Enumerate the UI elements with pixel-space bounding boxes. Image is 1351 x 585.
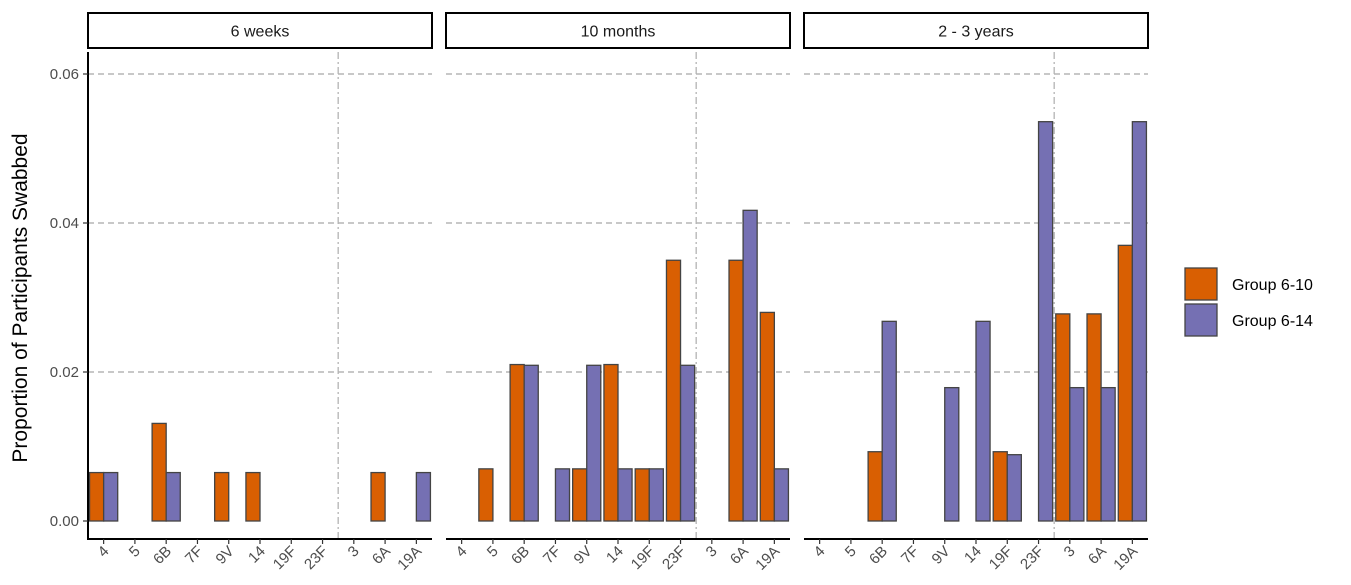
bar-group-6-14-9v bbox=[944, 386, 960, 522]
x-tick-label-19f: 19F bbox=[986, 543, 1016, 573]
bar-group-6-14-19f bbox=[1006, 454, 1022, 522]
bar-group-6-10-19f bbox=[634, 468, 650, 522]
x-tick-label-23f: 23F bbox=[1017, 543, 1047, 573]
bar-group-6-10-4 bbox=[88, 471, 105, 522]
x-tick-label-4: 4 bbox=[453, 543, 471, 561]
panel-title: 2 - 3 years bbox=[938, 24, 1014, 41]
bar-group-6-14-19f bbox=[648, 468, 664, 522]
x-tick-label-19f: 19F bbox=[270, 543, 300, 573]
bar-group-6-14-14 bbox=[975, 320, 991, 522]
bar-group-6-14-6b bbox=[165, 471, 181, 522]
y-tick-label: 0.00 bbox=[50, 513, 79, 530]
panel-10-months: 10 months 4 5 6B 7F 9V 14 19F 23F 3 6A 19A bbox=[445, 12, 791, 574]
panel-strip bbox=[87, 12, 433, 49]
panel-6-weeks: 6 weeks 4 5 6B 7F 9V 14 19F 23F 3 6A 19A bbox=[87, 12, 433, 574]
x-tick-label-23f: 23F bbox=[659, 543, 689, 573]
panel-title: 10 months bbox=[581, 24, 656, 41]
bar-group-6-14-4 bbox=[102, 471, 119, 522]
x-tick-label-5: 5 bbox=[484, 543, 502, 561]
x-tick-label-6b: 6B bbox=[866, 543, 891, 568]
bar-group-6-10-3 bbox=[1055, 313, 1071, 522]
x-tick-label-3: 3 bbox=[1061, 543, 1079, 561]
bar-group-6-14-9v bbox=[586, 364, 602, 522]
x-tick-label-4: 4 bbox=[811, 543, 829, 561]
bar-group-6-14-6b bbox=[881, 320, 897, 522]
bar-group-6-10-6b bbox=[151, 422, 167, 522]
panel-2-3-years: 2 - 3 years 4 5 6B 7F 9V 14 19F 23F 3 6A 19A bbox=[803, 12, 1149, 574]
bar-group-6-10-14 bbox=[603, 363, 619, 522]
bar-group-6-10-9v bbox=[572, 468, 588, 522]
bar-group-6-10-6b bbox=[509, 363, 525, 522]
bar-group-6-10-19a bbox=[1117, 244, 1134, 522]
x-tick-label-19f: 19F bbox=[628, 543, 658, 573]
bar-group-6-10-19f bbox=[992, 451, 1008, 522]
bar-group-6-14-7f bbox=[554, 468, 571, 522]
legend-key-group-6-10 bbox=[1184, 267, 1218, 301]
panel-strip bbox=[803, 12, 1149, 49]
bar-group-6-10-6a bbox=[370, 471, 386, 522]
bar-group-6-14-6a bbox=[1100, 386, 1116, 522]
x-tick-label-23f: 23F bbox=[301, 543, 331, 573]
x-tick-label-7f: 7F bbox=[898, 543, 922, 567]
bar-group-6-14-6b bbox=[523, 364, 539, 522]
x-tick-label-7f: 7F bbox=[540, 543, 564, 567]
x-tick-label-6a: 6A bbox=[369, 543, 394, 568]
bar-group-6-10-6a bbox=[728, 259, 744, 522]
y-tick-label: 0.04 bbox=[50, 215, 79, 232]
x-tick-label-9v: 9V bbox=[571, 543, 596, 568]
x-tick-label-6a: 6A bbox=[727, 543, 752, 568]
legend-label-group-6-10: Group 6-10 bbox=[1232, 277, 1313, 294]
x-tick-label-14: 14 bbox=[245, 543, 269, 567]
x-tick-label-5: 5 bbox=[126, 543, 144, 561]
legend-key-group-6-14 bbox=[1184, 303, 1218, 337]
bar-group-6-14-23f bbox=[679, 364, 696, 522]
legend-label-group-6-14: Group 6-14 bbox=[1232, 313, 1313, 330]
bar-group-6-14-19a bbox=[773, 468, 790, 522]
panel-strip bbox=[445, 12, 791, 49]
x-tick-label-3: 3 bbox=[703, 543, 721, 561]
x-tick-label-9v: 9V bbox=[213, 543, 238, 568]
x-tick-label-19a: 19A bbox=[1110, 543, 1141, 574]
x-tick-label-19a: 19A bbox=[394, 543, 425, 574]
legend: Group 6-10 Group 6-14 bbox=[1184, 267, 1313, 337]
y-axis-title: Proportion of Participants Swabbed bbox=[9, 133, 32, 462]
bar-group-6-14-3 bbox=[1069, 386, 1085, 522]
bar-group-6-10-23f bbox=[665, 259, 682, 522]
bar-group-6-10-6a bbox=[1086, 313, 1102, 522]
x-tick-label-6a: 6A bbox=[1085, 543, 1110, 568]
bar-group-6-10-9v bbox=[213, 471, 230, 522]
x-tick-label-19a: 19A bbox=[752, 543, 783, 574]
x-tick-label-14: 14 bbox=[603, 543, 627, 567]
x-tick-label-4: 4 bbox=[95, 543, 113, 561]
bar-group-6-14-19a bbox=[415, 471, 432, 522]
x-tick-label-6b: 6B bbox=[508, 543, 533, 568]
x-tick-label-6b: 6B bbox=[150, 543, 175, 568]
y-tick-label: 0.06 bbox=[50, 66, 79, 83]
y-tick-label: 0.02 bbox=[50, 364, 79, 381]
bar-group-6-10-14 bbox=[245, 471, 261, 522]
x-tick-label-9v: 9V bbox=[929, 543, 954, 568]
bar-group-6-14-19a bbox=[1131, 121, 1148, 522]
x-tick-label-7f: 7F bbox=[182, 543, 206, 567]
x-tick-label-14: 14 bbox=[961, 543, 985, 567]
bar-group-6-14-14 bbox=[617, 468, 633, 522]
bar-group-6-10-5 bbox=[478, 468, 494, 522]
panel-title: 6 weeks bbox=[231, 24, 290, 41]
x-tick-label-3: 3 bbox=[345, 543, 363, 561]
x-tick-label-5: 5 bbox=[842, 543, 860, 561]
bar-group-6-10-6b bbox=[867, 451, 883, 522]
bar-group-6-14-6a bbox=[742, 209, 758, 522]
bar-group-6-10-19a bbox=[759, 311, 776, 522]
bar-group-6-14-23f bbox=[1037, 121, 1054, 522]
